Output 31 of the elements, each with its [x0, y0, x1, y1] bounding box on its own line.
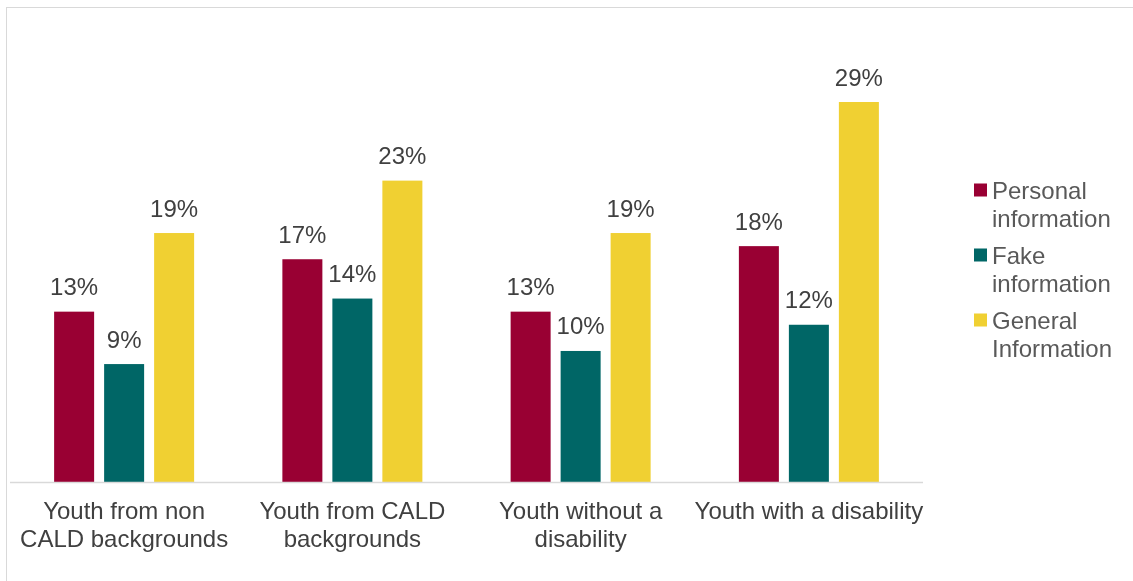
bar — [382, 180, 423, 482]
legend-label: Fake information — [992, 241, 1111, 297]
legend-label: General Information — [992, 306, 1113, 362]
bar — [104, 364, 145, 482]
data-label: 19% — [606, 194, 655, 222]
x-tick-label: Youth from CALD backgrounds — [259, 497, 446, 552]
data-label: 18% — [734, 207, 783, 235]
data-label: 17% — [278, 220, 327, 248]
data-label: 9% — [106, 325, 142, 353]
data-label: 19% — [150, 194, 199, 222]
data-label: 10% — [556, 312, 605, 340]
x-tick-label: Youth with a disability — [694, 497, 924, 524]
data-label: 13% — [506, 273, 555, 301]
bar — [838, 102, 879, 482]
bar — [788, 324, 829, 482]
data-label: 29% — [834, 63, 883, 91]
x-tick-label: Youth from non CALD backgrounds — [20, 497, 229, 552]
data-label: 23% — [378, 142, 427, 170]
data-label: 14% — [328, 260, 377, 288]
bar — [54, 311, 95, 482]
legend-label: Personal information — [992, 176, 1111, 232]
bar — [154, 233, 195, 482]
bar — [610, 233, 651, 482]
bar — [560, 350, 601, 482]
bar — [332, 298, 373, 482]
data-label: 13% — [50, 273, 99, 301]
bar — [738, 246, 779, 482]
bar — [282, 259, 323, 482]
data-label: 12% — [784, 286, 833, 314]
x-tick-label: Youth without a disability — [499, 497, 663, 552]
bar — [510, 311, 551, 482]
